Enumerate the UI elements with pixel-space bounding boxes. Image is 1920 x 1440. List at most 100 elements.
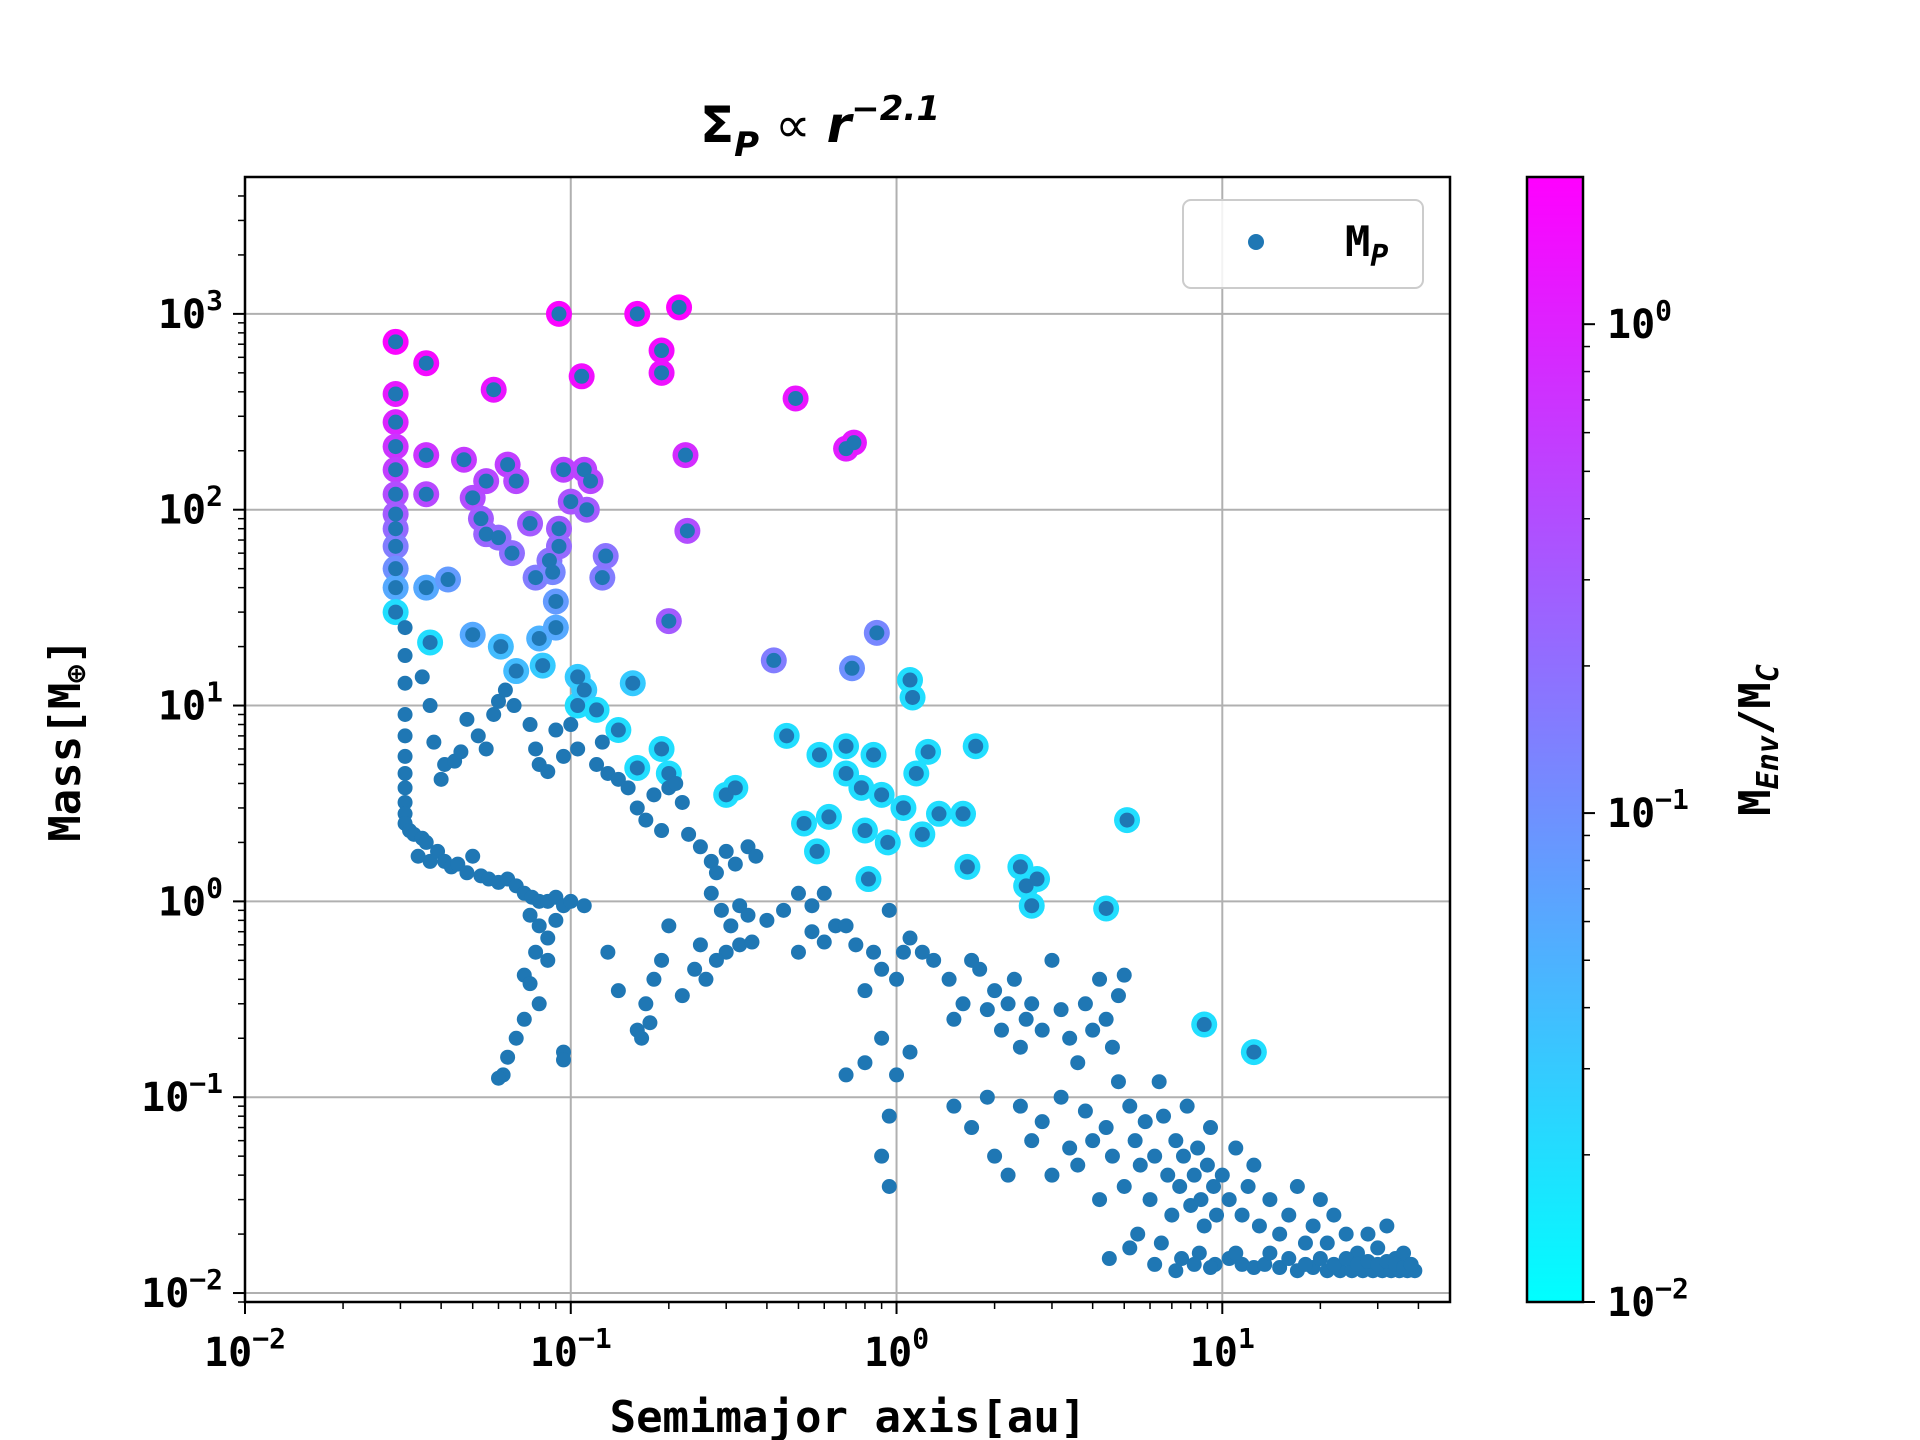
colorbar-tick-label: 10−1 xyxy=(1607,783,1689,837)
mass-point xyxy=(508,473,524,489)
colorbar-tick-label: 10−2 xyxy=(1607,1272,1689,1326)
mass-point xyxy=(440,572,456,588)
mass-point xyxy=(508,663,524,679)
mass-point xyxy=(946,1098,962,1114)
mass-point xyxy=(1044,952,1060,968)
mass-point xyxy=(698,971,714,987)
mass-point xyxy=(661,613,677,629)
mass-point xyxy=(528,741,544,757)
colorbar-tick-label: 100 xyxy=(1607,294,1672,348)
mass-point xyxy=(874,1148,890,1164)
mass-point xyxy=(1326,1207,1342,1223)
mass-point xyxy=(955,806,971,822)
mass-point xyxy=(1053,1089,1069,1105)
mass-point xyxy=(1000,996,1016,1012)
mass-point xyxy=(531,630,547,646)
mass-point xyxy=(397,707,413,723)
mass-point xyxy=(486,707,502,723)
mass-point xyxy=(674,988,690,1004)
mass-point xyxy=(946,1011,962,1027)
x-tick-label: 100 xyxy=(864,1322,929,1376)
mass-point xyxy=(1193,1192,1209,1208)
mass-point xyxy=(811,747,827,763)
mass-point xyxy=(551,521,567,537)
mass-point xyxy=(866,944,882,960)
mass-point xyxy=(556,748,572,764)
mass-point xyxy=(570,741,586,757)
mass-point xyxy=(1349,1245,1365,1261)
mass-point xyxy=(853,780,869,796)
mass-point xyxy=(1070,1055,1086,1071)
colorbar-ticks: 10−2 10−1 100 xyxy=(1583,294,1689,1326)
mass-point xyxy=(1206,1178,1222,1194)
mass-point xyxy=(994,1022,1010,1038)
mass-point xyxy=(869,625,885,641)
mass-point xyxy=(692,839,708,855)
mass-point xyxy=(506,698,522,714)
mass-point xyxy=(629,306,645,322)
mass-point xyxy=(1012,1039,1028,1055)
mass-point xyxy=(1305,1218,1321,1234)
mass-point xyxy=(857,983,873,999)
mass-point xyxy=(570,669,586,685)
mass-point xyxy=(654,741,670,757)
mass-point xyxy=(1122,1098,1138,1114)
mass-point xyxy=(1191,1245,1207,1261)
mass-point xyxy=(902,1044,918,1060)
mass-point xyxy=(692,937,708,953)
mass-point xyxy=(846,435,862,451)
mass-point xyxy=(465,848,481,864)
mass-point xyxy=(490,1070,506,1086)
mass-point xyxy=(418,580,434,596)
mass-point xyxy=(1034,1022,1050,1038)
mass-point xyxy=(1137,1114,1153,1130)
mass-point xyxy=(459,711,475,727)
mass-point xyxy=(470,728,486,744)
mass-point xyxy=(388,462,404,478)
mass-point xyxy=(979,1089,995,1105)
mass-point xyxy=(880,834,896,850)
mass-point xyxy=(589,756,605,772)
mass-point xyxy=(576,682,592,698)
mass-point xyxy=(397,620,413,636)
mass-point xyxy=(570,698,586,714)
mass-point xyxy=(1130,1226,1146,1242)
mass-point xyxy=(1234,1207,1250,1223)
mass-point xyxy=(1024,1133,1040,1149)
mass-point xyxy=(1085,1022,1101,1038)
mass-point xyxy=(1196,1218,1212,1234)
mass-point xyxy=(1234,1256,1250,1272)
mass-point xyxy=(681,826,697,842)
mass-point xyxy=(388,506,404,522)
mass-point xyxy=(1179,1098,1195,1114)
legend-box xyxy=(1182,199,1424,289)
mass-point xyxy=(388,561,404,577)
mass-point xyxy=(465,627,481,643)
mass-point xyxy=(857,1055,873,1071)
mass-point xyxy=(671,299,687,315)
mass-point xyxy=(528,944,544,960)
mass-point xyxy=(654,343,670,359)
mass-point xyxy=(426,734,442,750)
mass-point xyxy=(1326,1256,1342,1272)
mass-point xyxy=(816,885,832,901)
chart-title: ΣP ∝ r−2.1 xyxy=(700,89,940,165)
mass-point xyxy=(397,648,413,664)
mass-point xyxy=(1175,1148,1191,1164)
mass-point xyxy=(804,924,820,940)
x-tick-label: 10−1 xyxy=(530,1322,612,1376)
mass-point xyxy=(779,728,795,744)
mass-point xyxy=(1196,1017,1212,1033)
mass-point xyxy=(860,871,876,887)
legend-label: MP xyxy=(1345,217,1388,274)
mass-point xyxy=(902,930,918,946)
mass-point xyxy=(490,693,506,709)
mass-point xyxy=(1156,1108,1172,1124)
mass-point xyxy=(766,652,782,668)
mass-point xyxy=(1151,1074,1167,1090)
mass-point xyxy=(844,660,860,676)
mass-point xyxy=(388,521,404,537)
mass-point xyxy=(563,717,579,733)
mass-point xyxy=(1186,1256,1202,1272)
mass-point xyxy=(1203,1260,1219,1276)
